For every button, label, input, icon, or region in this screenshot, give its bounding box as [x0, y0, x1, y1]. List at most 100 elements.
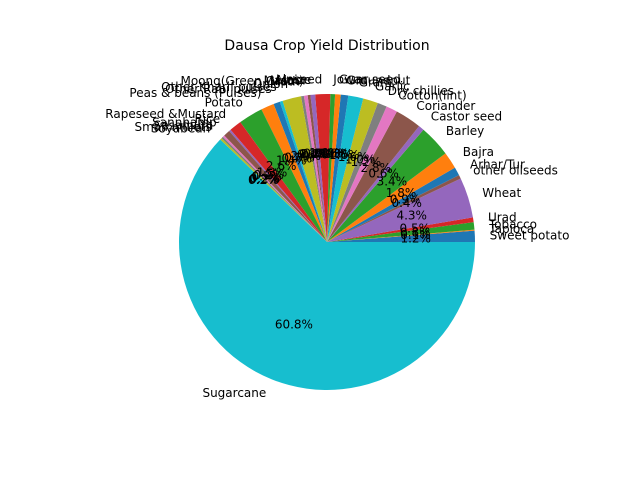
pie-slice-sugarcane [179, 139, 475, 391]
slice-percent-dry-chillies: 1.0% [345, 153, 376, 167]
pie-slice-groundnut [327, 94, 349, 242]
slice-percent-other-rabi-pulses: 0.7% [282, 151, 313, 165]
pie-slice-wheat [327, 178, 473, 242]
slice-label-urad: Urad [488, 211, 517, 225]
pie-slices [179, 94, 475, 391]
slice-percent-peas-beans-pulses: 1.4% [276, 154, 307, 168]
slice-percent-sweet-potato: 1.2% [400, 232, 431, 246]
slice-percent-gram: 1.6% [329, 148, 360, 162]
slice-percent-castor-seed: 0.6% [368, 167, 399, 181]
slice-percent-urad: 0.5% [400, 222, 431, 236]
slice-percent-other-kharif-pulses: 0.3% [284, 151, 315, 165]
slice-label-tobacco: Tobacco [488, 217, 537, 231]
slice-label-groundnut: Groundnut [346, 73, 410, 87]
slice-label-bajra: Bajra [463, 145, 494, 159]
slice-percent-bajra: 1.8% [386, 186, 417, 200]
slice-label-sweet-potato: Sweet potato [490, 229, 570, 243]
slice-label-onion: Onion [253, 77, 288, 91]
slice-label-other-oilseeds: other oilseeds [473, 163, 558, 177]
pie-slice-guar-seed [327, 94, 341, 242]
slice-percent-barley: 3.4% [377, 174, 408, 188]
slice-percent-other-oilseeds: 0.4% [391, 196, 422, 210]
pie-slice-other-oilseeds [327, 175, 461, 242]
slice-label-soyabean: Soyabean [151, 122, 210, 136]
pie-slice-other-rabi-pulses [273, 101, 327, 242]
slice-percent-tobacco: 0.8% [400, 225, 431, 239]
pie-slice-tapioca [327, 229, 475, 242]
slice-percent-guar-seed: 0.6% [318, 146, 349, 160]
pie-slice-linseed [315, 94, 331, 242]
slice-percent-arhar-tur: 0.9% [390, 193, 421, 207]
chart-title: Dausa Crop Yield Distribution [224, 38, 429, 54]
pie-slice-potato [240, 109, 327, 242]
slice-percent-moth: 0.3% [297, 147, 328, 161]
slice-label-linseed: Linseed [276, 72, 322, 86]
pie-slice-castor-seed [327, 126, 424, 242]
slice-label-rice: Rice [194, 112, 220, 126]
pie-slice-urad [327, 217, 474, 242]
slice-label-rapeseed-mustard: Rapeseed &Mustard [105, 107, 226, 121]
pie-slice-gram [327, 95, 364, 242]
pie-slice-other-kharif-pulses [279, 100, 327, 242]
pie-slice-sweet-potato [327, 230, 475, 242]
pie-slice-moth [300, 95, 327, 242]
slice-label-castor-seed: Castor seed [431, 110, 502, 124]
slice-label-peas-beans-pulses: Peas & beans (Pulses) [129, 86, 261, 100]
pie-slice-maize [310, 94, 327, 242]
slice-label-other-kharif-pulses: Other Kharif pulses [161, 80, 276, 94]
pie-slice-arhar-tur [327, 167, 460, 242]
pie-slice-rapeseed-mustard [230, 122, 327, 242]
slice-label-masoor: Masoor [264, 73, 308, 87]
slice-label-moth: Moth [270, 74, 300, 88]
slice-label-dry-chillies: Dry chillies [388, 84, 454, 98]
slice-label-jowar: Jowar [332, 72, 366, 86]
slice-percent-potato: 2.6% [266, 159, 297, 173]
slice-label-sugarcane: Sugarcane [202, 386, 266, 400]
slice-label-maize: Maize [277, 73, 312, 87]
pie-slice-dry-chillies [327, 102, 387, 242]
slice-percent-garlic: 1.6% [338, 150, 369, 164]
slice-percent-jowar: 0.5% [315, 146, 346, 160]
slice-percent-rice: 0.2% [253, 168, 284, 182]
slice-percent-masoor: 0.3% [301, 147, 332, 161]
pie-slice-jowar [327, 94, 336, 242]
pie-slice-sannhamp [224, 131, 327, 242]
slice-percent-rapeseed-mustard: 1.3% [257, 165, 288, 179]
slice-percent-cotton-lint: 1.2% [351, 155, 382, 169]
slice-label-guar-seed: Guar seed [339, 73, 401, 87]
slice-percent-sesamum: 0.2% [250, 172, 281, 186]
pie-slice-masoor [307, 94, 327, 243]
slice-label-small-millets: Small millets [135, 120, 212, 134]
slice-label-sesamum: Sesamum [154, 119, 214, 133]
slice-percent-sannhamp: 0.7% [252, 170, 283, 184]
slice-label-cotton-lint: Cotton(lint) [398, 89, 466, 103]
slice-percent-sugarcane: 60.8% [275, 317, 313, 331]
slice-percent-soyabean: 0.2% [248, 173, 279, 187]
slice-label-moong-green-gram: Moong(Green Gram) [180, 74, 303, 88]
slice-percent-coriander: 2.8% [361, 161, 392, 175]
slice-percent-small-millets: 0.2% [249, 172, 280, 186]
slice-label-potato: Potato [205, 96, 243, 110]
slice-label-gram: Gram [359, 75, 392, 89]
slice-percent-tapioca: 0.1% [400, 228, 431, 242]
slice-label-wheat: Wheat [482, 186, 521, 200]
pie-slice-tobacco [327, 222, 475, 242]
pie-slice-cotton-lint [327, 106, 397, 242]
slice-label-tapioca: Tapioca [488, 222, 534, 236]
slice-label-barley: Barley [446, 124, 484, 138]
slice-percent-maize: 0.5% [303, 147, 334, 161]
pie-slice-peas-beans-pulses [261, 103, 327, 242]
pie-slice-small-millets [221, 136, 327, 242]
slice-percent-groundnut: 0.8% [322, 147, 353, 161]
pie-slice-soyabean [220, 138, 327, 242]
pie-slice-moong-green-gram [303, 95, 327, 242]
slice-percent-linseed: 1.6% [309, 146, 340, 160]
slice-label-arhar-tur: Arhar/Tur [470, 157, 525, 171]
slice-label-other-rabi-pulses: Other Rabi pulses [165, 82, 272, 96]
slice-percent-moong-green-gram: 0.4% [299, 147, 330, 161]
slice-percent-onion: 2.0% [291, 149, 322, 163]
pie-slice-coriander [327, 111, 420, 243]
pie-slice-rice [229, 129, 327, 242]
